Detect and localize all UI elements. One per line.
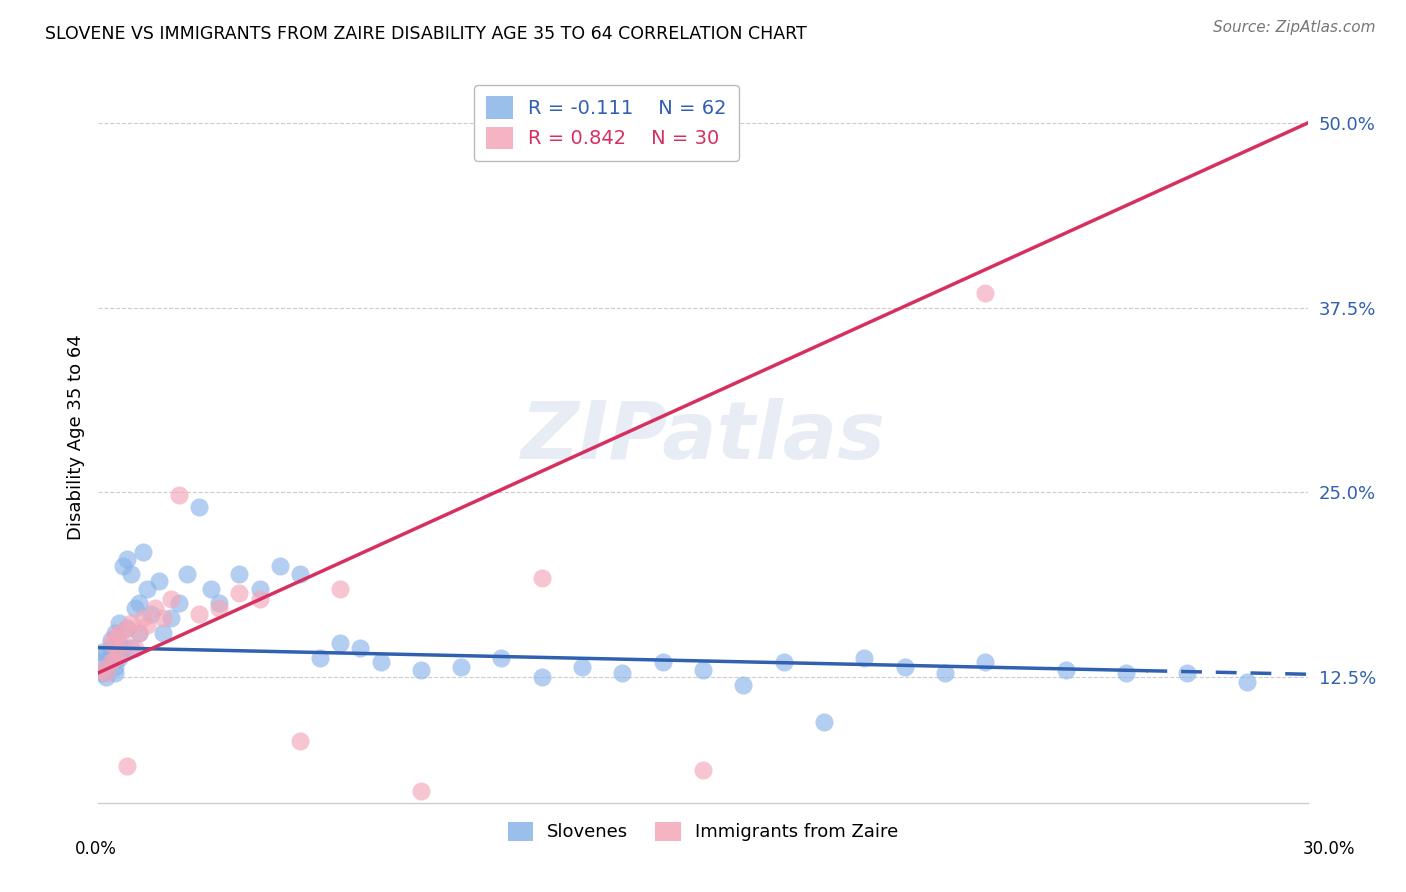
Point bbox=[167, 596, 190, 610]
Point bbox=[135, 618, 157, 632]
Point bbox=[120, 640, 142, 655]
Point bbox=[100, 636, 122, 650]
Point bbox=[120, 615, 142, 630]
Point bbox=[143, 600, 166, 615]
Point bbox=[124, 600, 146, 615]
Point bbox=[107, 636, 129, 650]
Point bbox=[160, 611, 183, 625]
Point bbox=[107, 615, 129, 630]
Point bbox=[349, 640, 371, 655]
Point bbox=[111, 559, 134, 574]
Point bbox=[107, 645, 129, 659]
Point bbox=[103, 665, 125, 680]
Point bbox=[115, 622, 138, 636]
Point bbox=[530, 571, 553, 585]
Point bbox=[100, 651, 122, 665]
Point bbox=[249, 591, 271, 606]
Text: Source: ZipAtlas.com: Source: ZipAtlas.com bbox=[1212, 20, 1375, 35]
Point bbox=[100, 640, 122, 655]
Point bbox=[1236, 674, 1258, 689]
Point bbox=[111, 640, 134, 655]
Point bbox=[124, 640, 146, 655]
Point bbox=[200, 582, 222, 596]
Point bbox=[103, 660, 125, 674]
Point bbox=[409, 784, 432, 798]
Point bbox=[115, 759, 138, 773]
Point bbox=[115, 552, 138, 566]
Point bbox=[107, 625, 129, 640]
Point bbox=[91, 645, 114, 659]
Point bbox=[772, 656, 794, 670]
Point bbox=[132, 544, 155, 558]
Point bbox=[128, 625, 150, 640]
Point bbox=[103, 651, 125, 665]
Point bbox=[91, 656, 114, 670]
Text: 30.0%: 30.0% bbox=[1302, 840, 1355, 858]
Point bbox=[571, 660, 593, 674]
Point bbox=[188, 607, 211, 621]
Point bbox=[450, 660, 472, 674]
Point bbox=[409, 663, 432, 677]
Point bbox=[893, 660, 915, 674]
Point bbox=[128, 596, 150, 610]
Point bbox=[115, 622, 138, 636]
Point bbox=[974, 656, 997, 670]
Point bbox=[813, 714, 835, 729]
Point bbox=[96, 670, 118, 684]
Point bbox=[733, 677, 755, 691]
Point bbox=[1175, 665, 1198, 680]
Point bbox=[152, 625, 174, 640]
Point bbox=[91, 665, 114, 680]
Point bbox=[208, 596, 231, 610]
Text: ZIPatlas: ZIPatlas bbox=[520, 398, 886, 476]
Point bbox=[1115, 665, 1137, 680]
Point bbox=[96, 648, 118, 662]
Point bbox=[107, 651, 129, 665]
Point bbox=[692, 764, 714, 778]
Point bbox=[329, 636, 352, 650]
Point bbox=[853, 651, 876, 665]
Text: SLOVENE VS IMMIGRANTS FROM ZAIRE DISABILITY AGE 35 TO 64 CORRELATION CHART: SLOVENE VS IMMIGRANTS FROM ZAIRE DISABIL… bbox=[45, 25, 807, 43]
Point bbox=[188, 500, 211, 515]
Point bbox=[152, 611, 174, 625]
Point bbox=[309, 651, 332, 665]
Point bbox=[228, 566, 250, 581]
Point bbox=[132, 611, 155, 625]
Point bbox=[329, 582, 352, 596]
Point bbox=[651, 656, 673, 670]
Point bbox=[249, 582, 271, 596]
Point bbox=[208, 600, 231, 615]
Point bbox=[91, 663, 114, 677]
Point bbox=[692, 663, 714, 677]
Point bbox=[176, 566, 198, 581]
Point bbox=[111, 636, 134, 650]
Text: 0.0%: 0.0% bbox=[75, 840, 117, 858]
Point bbox=[100, 633, 122, 648]
Legend: Slovenes, Immigrants from Zaire: Slovenes, Immigrants from Zaire bbox=[501, 814, 905, 848]
Point bbox=[139, 607, 162, 621]
Point bbox=[370, 656, 392, 670]
Point bbox=[1054, 663, 1077, 677]
Point bbox=[103, 625, 125, 640]
Point bbox=[288, 566, 311, 581]
Point bbox=[100, 656, 122, 670]
Point bbox=[269, 559, 291, 574]
Point bbox=[491, 651, 513, 665]
Point bbox=[934, 665, 956, 680]
Point bbox=[128, 625, 150, 640]
Point bbox=[135, 582, 157, 596]
Point bbox=[103, 630, 125, 644]
Point bbox=[96, 665, 118, 680]
Point bbox=[148, 574, 170, 589]
Point bbox=[120, 566, 142, 581]
Point bbox=[288, 733, 311, 747]
Y-axis label: Disability Age 35 to 64: Disability Age 35 to 64 bbox=[66, 334, 84, 540]
Point bbox=[160, 591, 183, 606]
Point bbox=[167, 488, 190, 502]
Point bbox=[530, 670, 553, 684]
Point bbox=[974, 285, 997, 300]
Point bbox=[228, 586, 250, 600]
Point bbox=[96, 663, 118, 677]
Point bbox=[612, 665, 634, 680]
